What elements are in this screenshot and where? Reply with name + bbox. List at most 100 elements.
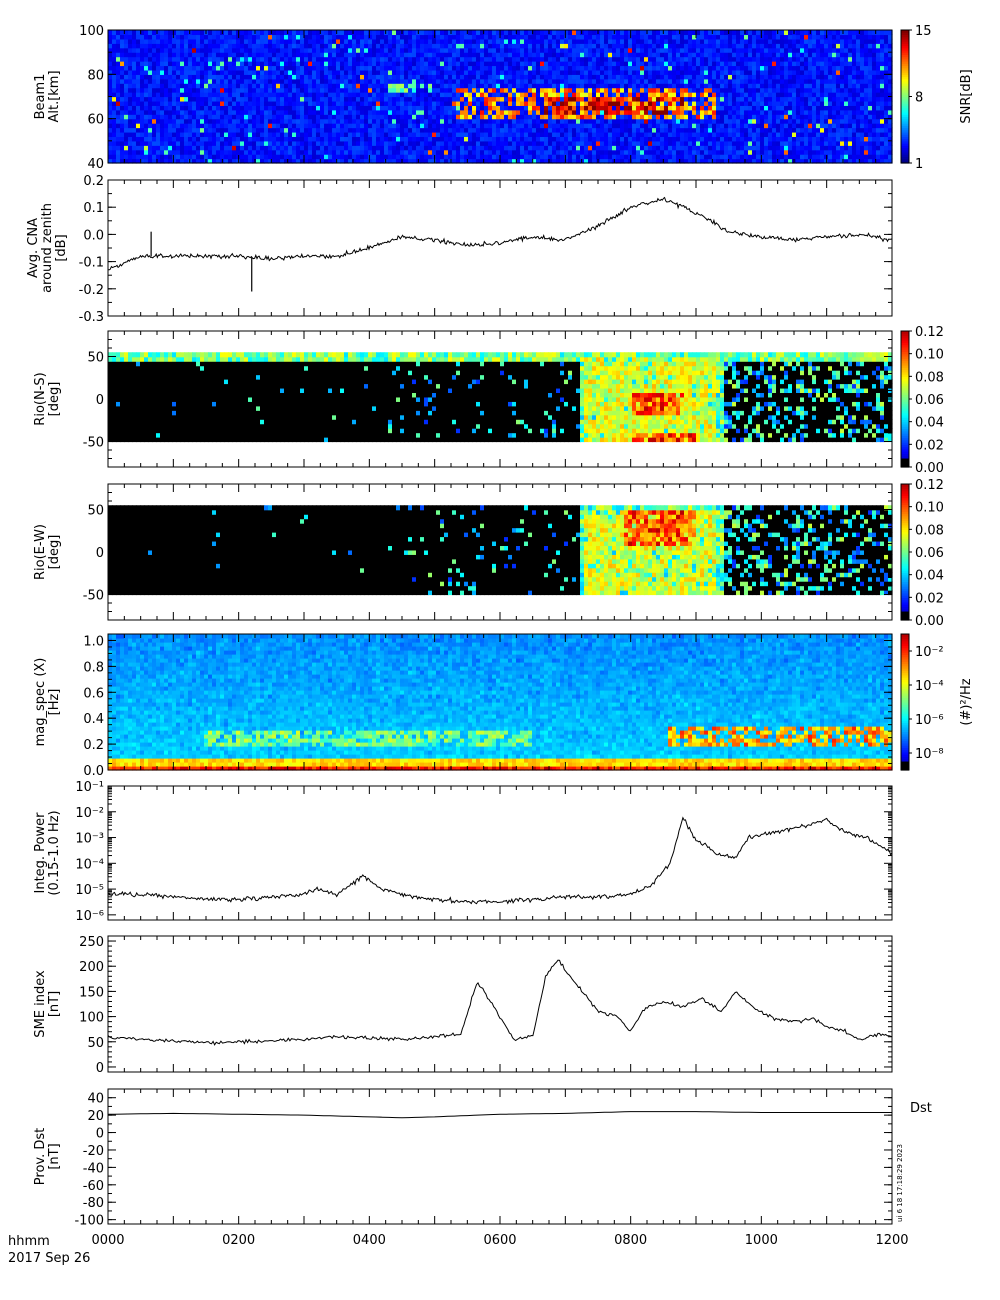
beam1-cell (544, 43, 549, 48)
beam1-cell (184, 39, 189, 44)
beam1-cell (264, 119, 269, 124)
beam1-cell (488, 79, 493, 84)
beam1-cell (416, 65, 421, 70)
beam1-cell (524, 136, 529, 141)
beam1-cell (364, 79, 369, 84)
beam1-cell (532, 97, 537, 102)
beam1-cell (708, 92, 713, 97)
beam1-cell (572, 154, 577, 159)
beam1-cell (236, 105, 241, 110)
beam1-cell (344, 57, 349, 62)
beam1-cell (204, 119, 209, 124)
beam1-cell (308, 52, 313, 57)
beam1-cell (256, 128, 261, 133)
beam1-cell (312, 83, 317, 88)
beam1-cell (744, 101, 749, 106)
beam1-cell (368, 154, 373, 159)
beam1-cell (552, 70, 557, 75)
beam1-cell (624, 92, 629, 97)
beam1-cell (732, 88, 737, 93)
beam1-cell (268, 97, 273, 102)
beam1-cell (700, 119, 705, 124)
beam1-cell (112, 119, 117, 124)
beam1-cell (252, 39, 257, 44)
beam1-cell (724, 128, 729, 133)
beam1-cell (692, 132, 697, 137)
beam1-cell (468, 132, 473, 137)
beam1-cell (348, 123, 353, 128)
beam1-cell (648, 52, 653, 57)
beam1-cell (404, 101, 409, 106)
beam1-cell (452, 105, 457, 110)
beam1-cell (724, 34, 729, 39)
beam1-cell (764, 101, 769, 106)
beam1-cell (460, 128, 465, 133)
beam1-cell (656, 128, 661, 133)
beam1-cell (220, 79, 225, 84)
beam1-cell (144, 145, 149, 150)
beam1-cell (636, 57, 641, 62)
beam1-cell (112, 128, 117, 133)
beam1-cell (676, 123, 681, 128)
beam1-cell (464, 114, 469, 119)
beam1-cell (400, 154, 405, 159)
beam1-cell (244, 43, 249, 48)
beam1-cell (160, 43, 165, 48)
beam1-cell (656, 48, 661, 53)
beam1-cell (600, 52, 605, 57)
beam1-cell (380, 61, 385, 66)
beam1-cell (656, 154, 661, 159)
beam1-cell (632, 141, 637, 146)
beam1-cell (132, 79, 137, 84)
beam1-cell (452, 70, 457, 75)
beam1-cell (324, 132, 329, 137)
beam1-cell (576, 83, 581, 88)
beam1-cell (352, 97, 357, 102)
beam1-cell (132, 132, 137, 137)
beam1-cell (328, 74, 333, 79)
beam1-cell (220, 141, 225, 146)
beam1-cell (436, 52, 441, 57)
beam1-cell (484, 30, 489, 35)
beam1-cell (216, 74, 221, 79)
beam1-cell (232, 48, 237, 53)
beam1-cell (484, 70, 489, 75)
beam1-cell (536, 48, 541, 53)
beam1-cell (552, 39, 557, 44)
beam1-cell (132, 114, 137, 119)
beam1-cell (600, 150, 605, 155)
beam1-cell (304, 105, 309, 110)
beam1-cell (676, 105, 681, 110)
beam1-cell (136, 39, 141, 44)
beam1-cell (224, 154, 229, 159)
beam1-cell (556, 30, 561, 35)
beam1-cell (288, 83, 293, 88)
beam1-cell (608, 74, 613, 79)
beam1-cell (208, 101, 213, 106)
beam1-cell (420, 105, 425, 110)
beam1-cell (592, 83, 597, 88)
beam1-cell (180, 145, 185, 150)
beam1-cell (768, 39, 773, 44)
beam1-cell (244, 119, 249, 124)
beam1-cell (540, 123, 545, 128)
beam1-cell (236, 92, 241, 97)
beam1-cell (680, 88, 685, 93)
beam1-cell (236, 136, 241, 141)
beam1-cell (608, 48, 613, 53)
beam1-cell (704, 88, 709, 93)
beam1-cell (508, 83, 513, 88)
beam1-cell (648, 88, 653, 93)
beam1-cell (216, 39, 221, 44)
beam1-cell (128, 154, 133, 159)
beam1-cell (456, 83, 461, 88)
beam1-cell (648, 119, 653, 124)
beam1-cell (364, 110, 369, 115)
beam1-cell (468, 43, 473, 48)
beam1-cell (676, 52, 681, 57)
beam1-cell (724, 43, 729, 48)
beam1-cell (328, 136, 333, 141)
beam1-cell (484, 43, 489, 48)
beam1-cell (156, 74, 161, 79)
beam1-cell (620, 114, 625, 119)
